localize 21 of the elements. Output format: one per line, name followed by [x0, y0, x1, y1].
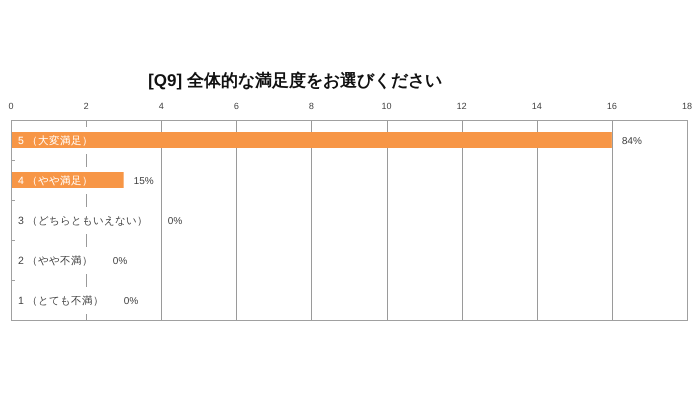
y-tick-label: 2 （やや不満） — [18, 254, 93, 267]
y-tick-label: 5 （大変満足） — [18, 134, 93, 147]
x-tick-label: 14 — [532, 101, 542, 111]
x-tick-label: 4 — [158, 101, 164, 111]
x-tick-label: 12 — [456, 101, 467, 111]
x-tick-label: 18 — [682, 101, 692, 111]
x-tick-label: 2 — [84, 101, 89, 111]
annotation: 0% — [124, 296, 138, 307]
annotation: 0% — [112, 256, 128, 267]
annotation: 0% — [168, 216, 182, 227]
x-tick-label: 10 — [382, 101, 392, 111]
x-tick-label: 6 — [234, 101, 239, 111]
annotation: 84% — [622, 136, 642, 147]
chart-title: [Q9] 全体的な満足度をお選びください — [148, 71, 442, 90]
x-tick-label: 16 — [606, 101, 617, 111]
y-tick-label: 4 （やや満足） — [18, 174, 93, 187]
annotation: 15% — [134, 176, 154, 187]
x-tick-label: 0 — [8, 101, 14, 111]
y-tick-label: 1 （とても不満） — [18, 294, 104, 307]
y-tick-label: 3 （どちらともいえない） — [18, 215, 148, 227]
x-tick-label: 8 — [308, 101, 314, 111]
